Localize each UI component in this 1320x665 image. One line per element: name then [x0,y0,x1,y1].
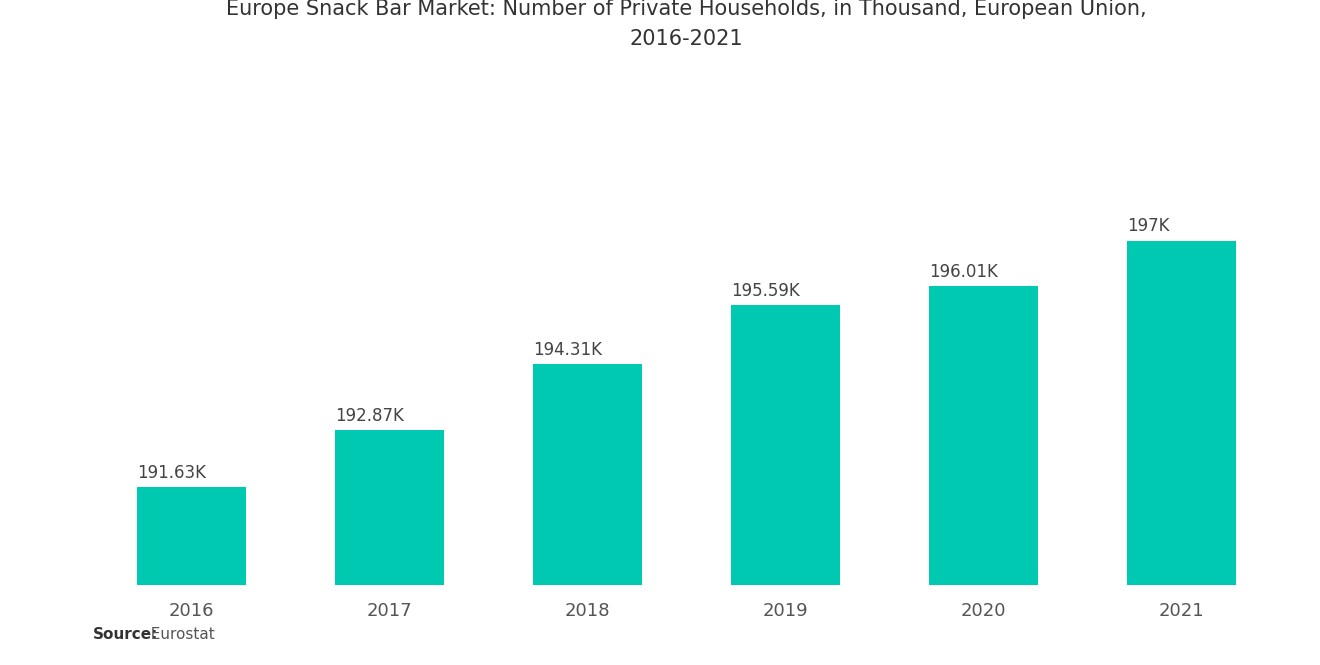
Title: Europe Snack Bar Market: Number of Private Households, in Thousand, European Uni: Europe Snack Bar Market: Number of Priva… [226,0,1147,49]
Text: 197K: 197K [1127,217,1170,235]
Bar [929,286,1038,585]
Text: 195.59K: 195.59K [731,282,800,300]
Text: Eurostat: Eurostat [141,626,215,642]
Bar [1127,241,1236,585]
Bar [731,305,840,585]
Text: 192.87K: 192.87K [335,407,404,425]
Bar [137,487,246,585]
Text: 194.31K: 194.31K [533,340,602,358]
Text: 191.63K: 191.63K [137,464,206,482]
Text: 196.01K: 196.01K [929,263,998,281]
Bar [335,430,444,585]
Bar [533,364,642,585]
Text: Source:: Source: [92,626,158,642]
